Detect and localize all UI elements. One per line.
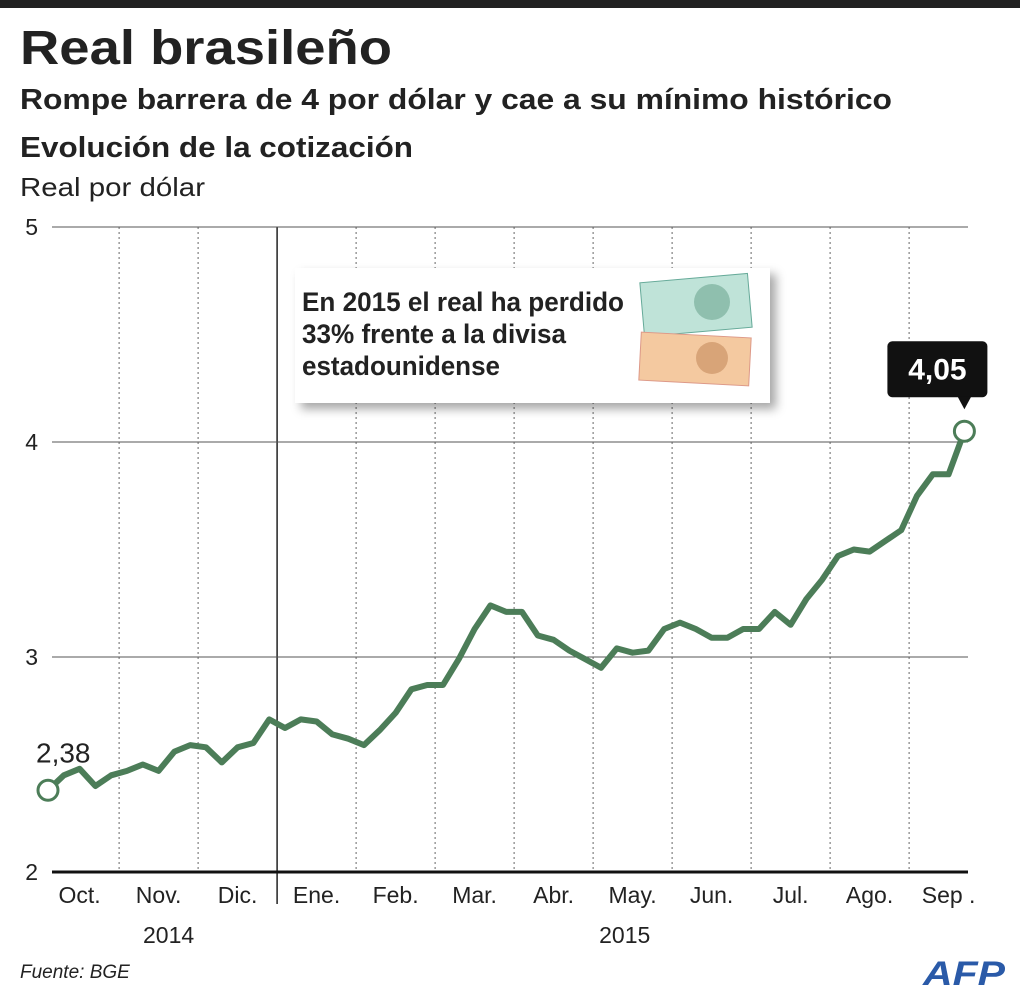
- end-marker: [36, 778, 60, 802]
- banknote-portrait: [694, 284, 730, 320]
- annotation-text: estadounidense: [302, 351, 500, 381]
- value-callout: [887, 341, 988, 398]
- year-label: 2015: [599, 922, 650, 948]
- x-tick-label: Nov.: [136, 882, 182, 908]
- banknote-50: [638, 331, 752, 387]
- subtitle: Rompe barrera de 4 por dólar y cae a su …: [20, 84, 892, 116]
- x-tick-label: Mar.: [452, 882, 497, 908]
- end-marker: [952, 419, 976, 443]
- logo: AFP: [922, 955, 1006, 992]
- y-tick-label: 4: [25, 429, 38, 455]
- annotation-text: 33% frente a la divisa: [302, 319, 567, 349]
- x-tick-label: Feb.: [373, 882, 419, 908]
- top-bar: [0, 0, 1020, 8]
- chart-subtitle: Evolución de la cotización: [20, 132, 413, 164]
- x-tick-label: Jun.: [690, 882, 733, 908]
- x-tick-label: Jul.: [773, 882, 809, 908]
- plot: 2 3 4 5 Oct. Nov. Dic. Ene. Feb. Mar. Abr. May. Jun.…: [25, 214, 976, 948]
- banknote-portrait: [696, 342, 728, 374]
- banknotes: [638, 272, 753, 387]
- x-tick-label: May.: [609, 882, 657, 908]
- source: Fuente: BGE: [20, 962, 130, 983]
- x-tick-label: Ago.: [846, 882, 893, 908]
- value-label: 4,05: [908, 353, 966, 386]
- chart-title: Real brasileño: [20, 22, 392, 75]
- x-tick-label: Ene.: [293, 882, 340, 908]
- value-callout-pointer: [957, 396, 972, 410]
- x-tick-label: Abr.: [533, 882, 574, 908]
- x-tick-label: Sep .: [922, 882, 976, 908]
- y-tick-label: 2: [25, 859, 38, 885]
- y-tick-label: 5: [25, 214, 38, 240]
- year-label: 2014: [143, 922, 194, 948]
- x-tick-label: Dic.: [218, 882, 258, 908]
- x-tick-label: Oct.: [59, 882, 101, 908]
- value-label: 2,38: [36, 737, 91, 768]
- y-axis-label: Real por dólar: [20, 172, 205, 202]
- annotation: En 2015 el real ha perdido 33% frente a …: [295, 268, 770, 403]
- y-tick-label: 3: [25, 644, 38, 670]
- line: [45, 430, 968, 793]
- annotation-text: En 2015 el real ha perdido: [302, 287, 624, 317]
